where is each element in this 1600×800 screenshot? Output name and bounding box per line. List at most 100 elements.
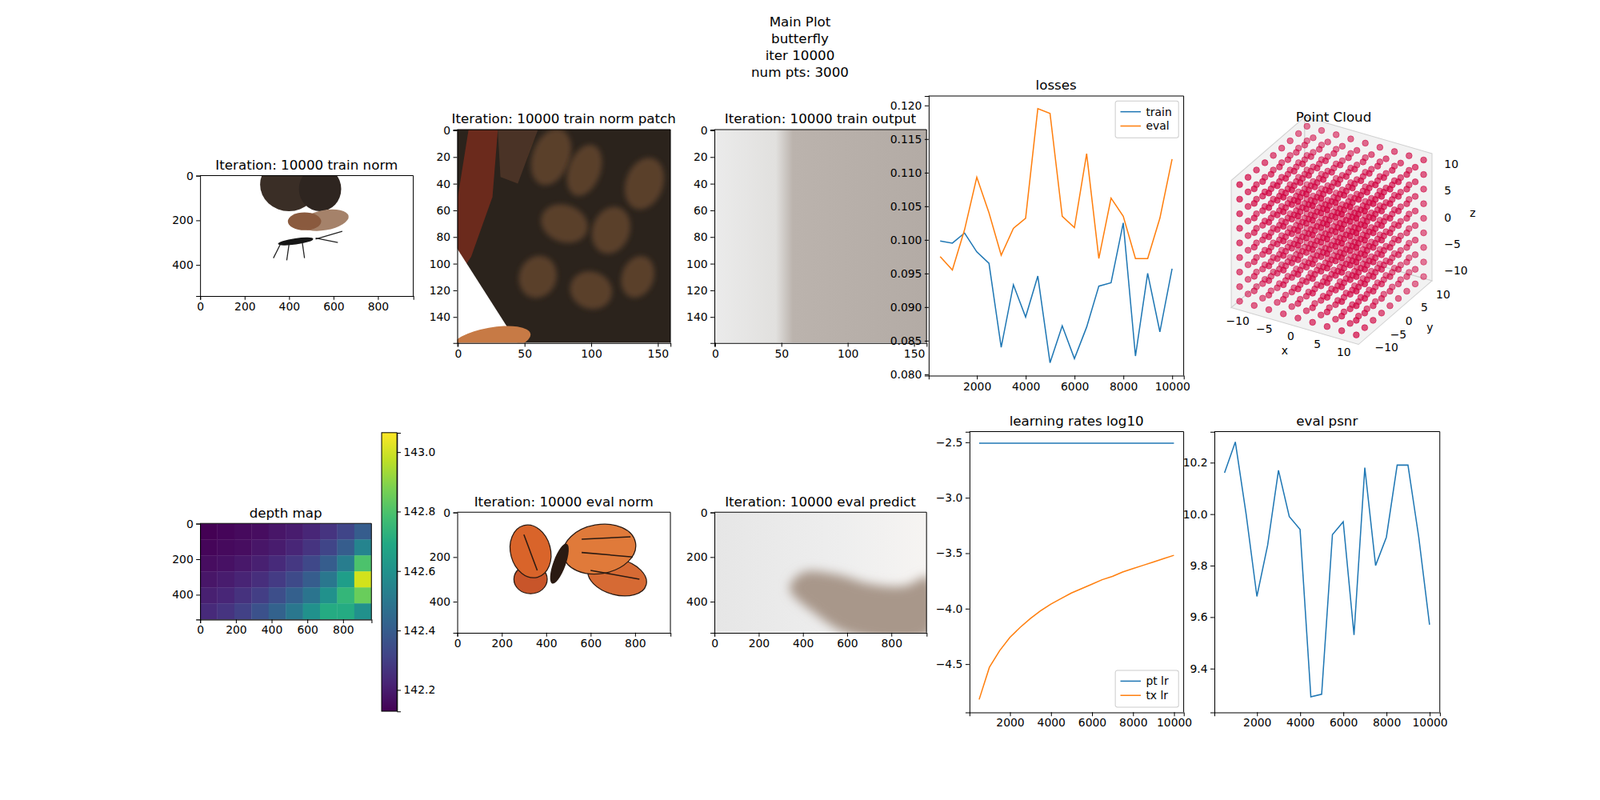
tick-mark [758,632,760,637]
point [1412,222,1419,229]
heatmap-cell [200,523,218,540]
point [1404,288,1411,295]
point [1387,273,1394,280]
y-axis-tick: 140 [429,310,458,324]
heatmap-cell [216,587,235,604]
tick-mark [965,608,970,610]
tick-mark [196,176,200,177]
point [1324,207,1331,214]
heatmap-cell [285,571,304,588]
y-axis: 0200400 [686,506,715,634]
legend-label: tx lr [1145,688,1168,702]
point [1387,259,1394,266]
y-axis-tick: 9.8 [1189,559,1214,572]
heatmap-cell [303,523,321,540]
point [1397,160,1404,167]
point [1380,174,1388,181]
spine-top [200,175,414,176]
point [1395,266,1402,273]
image-shape [457,130,498,277]
point [1324,221,1331,228]
x-axis-tick: 100 [837,343,860,360]
tick-mark [453,556,458,558]
point [1338,240,1345,247]
y-axis: 0.0800.0850.0900.0950.1000.1050.1100.115… [890,96,930,381]
heatmap-cell [285,555,304,572]
x-axis-tick: 400 [536,632,558,650]
point [1338,211,1345,218]
point [1324,264,1331,272]
heatmap-cell [268,571,287,588]
tick-label: 400 [792,636,815,650]
point [1388,167,1396,174]
suptitle: num pts: 3000 [751,64,849,80]
line-series [979,442,1175,444]
point [1317,297,1324,304]
heatmap-cell [320,571,338,588]
point [1265,204,1272,212]
point [1317,268,1324,275]
tick-label: 400 [686,595,708,608]
image-shape [273,244,280,259]
tick-mark [453,512,458,514]
y-axis-line [196,176,200,297]
point [1303,220,1310,227]
x-axis-tick: 6000 [1060,375,1089,392]
tick-mark [196,524,200,525]
spine-right [669,512,671,633]
point [1353,288,1360,295]
point [1404,273,1411,280]
tick-label: 142.4 [403,624,436,637]
x-axis-tick: 10000 [1156,712,1192,729]
tick-mark [524,343,526,348]
point [1320,176,1327,184]
heatmap-cell [336,523,355,540]
spine-top [969,431,1184,432]
spine-top [928,95,1184,96]
point [1305,172,1312,179]
tick-mark [924,139,929,140]
point [1295,285,1302,292]
line-series [940,223,1172,364]
x-axis: 200040006000800010000 [969,712,1192,729]
heatmap-cell [354,555,372,572]
tick-mark [1210,668,1215,670]
y-axis-tick: −3.5 [936,546,970,560]
panel: 02004006008000200400Iteration: 10000 tra… [172,156,414,313]
point [1420,171,1428,178]
tick-mark [453,236,458,238]
y-axis-tick: 0 [700,506,715,520]
point [1295,271,1302,278]
x-axis-tick: 600 [580,632,603,650]
point [1324,294,1331,301]
point [1309,246,1316,253]
point [1259,265,1266,272]
point [1361,236,1368,244]
tick-mark [965,664,970,665]
point [1259,208,1266,215]
heatmap-cell [303,587,321,604]
point [1405,152,1412,160]
tick-label: 0 [700,506,708,520]
y-axis-tick: 0.090 [890,300,929,314]
point [1378,236,1385,244]
x-axis-tick: 600 [296,619,319,636]
tick-mark [196,220,200,221]
y-axis-tick: 0.085 [890,334,929,348]
point [1338,284,1345,291]
point [1268,171,1275,178]
tick-label: 0 [1444,211,1452,224]
tick-label: 10 [1336,345,1352,359]
y-axis-tick: −4.5 [936,657,970,671]
point [1324,280,1331,287]
x-axis-tick: 2000 [1243,712,1272,729]
tick-label: 8000 [1109,380,1138,393]
point [1338,328,1345,335]
tick-label: 150 [904,347,926,360]
point [1317,239,1324,246]
tick-mark [1051,712,1052,716]
point [1316,146,1323,153]
point [1309,232,1316,239]
heatmap-cell [285,603,304,620]
point [1370,288,1377,295]
